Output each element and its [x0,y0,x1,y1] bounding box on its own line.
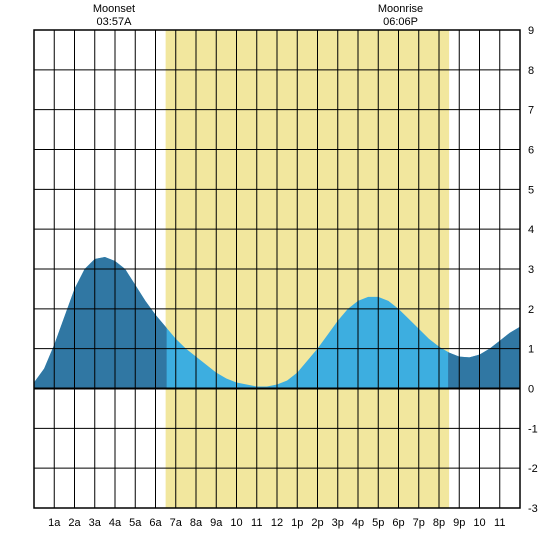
y-tick-label: -3 [528,503,538,515]
x-tick-label: 2a [68,517,81,529]
x-tick-label: 5p [372,517,384,529]
x-tick-label: 4a [109,517,122,529]
x-tick-label: 8p [433,517,445,529]
x-tick-label: 9a [210,517,223,529]
y-tick-label: 6 [528,145,534,157]
x-tick-label: 6a [149,517,162,529]
y-tick-label: 1 [528,344,534,356]
y-tick-label: 8 [528,65,534,77]
y-tick-label: -2 [528,463,538,475]
moonrise-label: Moonrise [378,3,423,15]
y-tick-label: 3 [528,264,534,276]
x-tick-label: 6p [392,517,404,529]
x-tick-label: 7a [170,517,183,529]
x-tick-label: 8a [190,517,203,529]
y-tick-label: 2 [528,304,534,316]
x-tick-label: 11 [494,517,505,529]
chart-svg: -3-2-101234567891a2a3a4a5a6a7a8a9a101112… [0,0,550,550]
x-tick-label: 2p [311,517,323,529]
x-tick-label: 9p [453,517,465,529]
moonrise-time: 06:06P [383,16,418,28]
tide-chart: -3-2-101234567891a2a3a4a5a6a7a8a9a101112… [0,0,550,550]
x-tick-label: 10 [230,517,242,529]
y-tick-label: 9 [528,25,534,37]
x-tick-label: 5a [129,517,142,529]
y-tick-label: 7 [528,105,534,117]
x-tick-label: 12 [271,517,283,529]
x-tick-label: 10 [473,517,485,529]
x-tick-label: 1p [291,517,303,529]
y-tick-label: 5 [528,184,534,196]
moonset-label: Moonset [93,3,135,15]
x-tick-label: 3p [332,517,344,529]
y-tick-label: -1 [528,423,538,435]
x-tick-label: 1a [48,517,61,529]
x-tick-label: 4p [352,517,364,529]
x-tick-label: 11 [251,517,262,529]
moonset-time: 03:57A [97,16,133,28]
x-tick-label: 3a [89,517,102,529]
y-tick-label: 4 [528,224,534,236]
x-tick-label: 7p [413,517,425,529]
y-tick-label: 0 [528,384,534,396]
